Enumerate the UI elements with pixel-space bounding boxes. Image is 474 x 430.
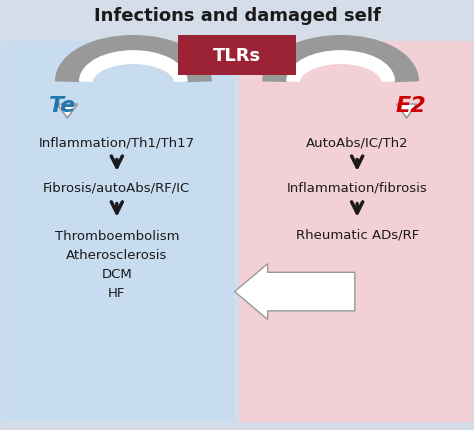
FancyArrow shape [235, 264, 355, 319]
Polygon shape [400, 106, 414, 116]
Text: AutoAbs/IC/Th2: AutoAbs/IC/Th2 [306, 136, 409, 149]
Text: TLRs: TLRs [213, 47, 261, 65]
Text: Infections and damaged self: Infections and damaged self [93, 7, 381, 25]
FancyBboxPatch shape [178, 36, 296, 76]
Polygon shape [57, 105, 78, 119]
Text: Rheumatic ADs/RF: Rheumatic ADs/RF [295, 228, 419, 241]
Text: Inflammation/fibrosis: Inflammation/fibrosis [287, 181, 428, 194]
Text: Thromboembolism
Atherosclerosis
DCM
HF: Thromboembolism Atherosclerosis DCM HF [55, 229, 179, 299]
Text: Fibrosis/autoAbs/RF/IC: Fibrosis/autoAbs/RF/IC [43, 181, 191, 194]
Text: Te: Te [49, 96, 76, 116]
FancyBboxPatch shape [1, 42, 235, 422]
Text: Inflammation/Th1/Th17: Inflammation/Th1/Th17 [39, 136, 195, 149]
FancyBboxPatch shape [239, 42, 473, 422]
Polygon shape [60, 106, 74, 116]
Text: E2: E2 [396, 96, 427, 116]
Polygon shape [396, 105, 417, 119]
